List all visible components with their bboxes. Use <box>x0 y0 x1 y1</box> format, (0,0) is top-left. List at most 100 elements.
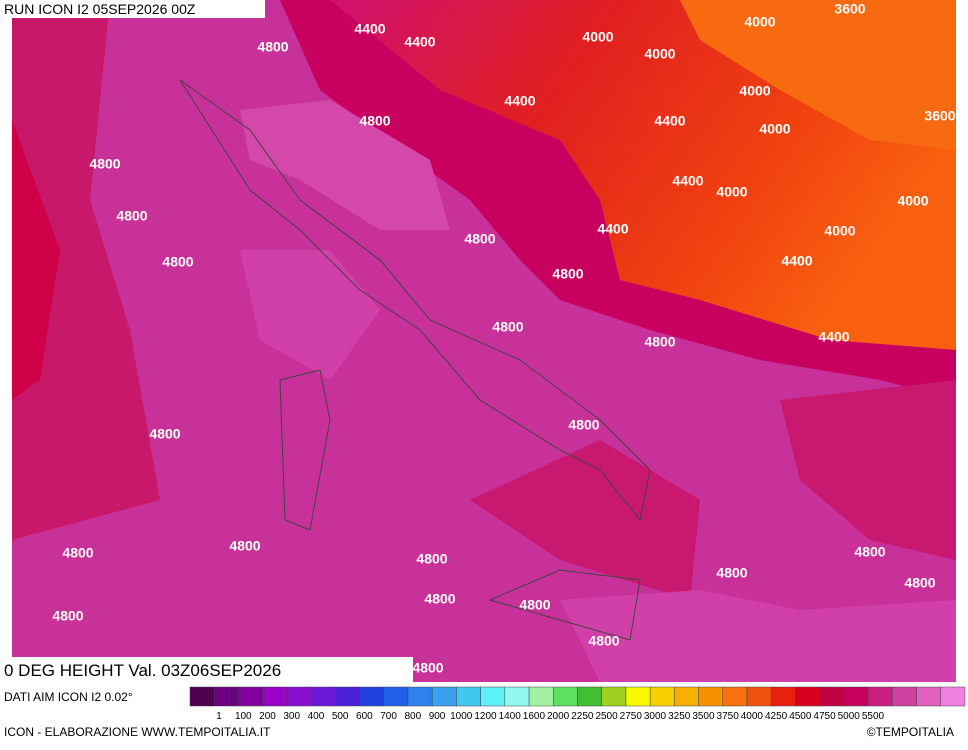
legend-swatch <box>456 686 481 707</box>
legend-swatch <box>504 686 530 707</box>
contour-labels: 4400 4400 4400 4400 4400 4400 4400 4400 4000 4000… <box>52 1 955 676</box>
legend-label: 2750 <box>620 711 643 722</box>
contour-label: 3600 <box>924 108 955 124</box>
contour-label: 4000 <box>759 121 790 137</box>
legend-swatch <box>795 686 820 707</box>
legend-swatch <box>431 686 457 707</box>
color-legend: 1 100 200 300 400 500 600 700 800 900 1000 1200 1400… <box>189 686 966 722</box>
field-west-core <box>12 120 60 400</box>
contour-label: 4400 <box>672 173 703 189</box>
legend-swatch <box>310 686 336 707</box>
brand-label: ©TEMPOITALIA <box>867 725 954 739</box>
legend-label: 1400 <box>499 711 522 722</box>
contour-label: 4800 <box>588 633 619 649</box>
contour-label: 4000 <box>739 83 770 99</box>
contour-label: 4400 <box>781 253 812 269</box>
legend-label: 500 <box>332 711 349 722</box>
legend-label: 3500 <box>692 711 715 722</box>
legend-swatch <box>213 686 239 707</box>
title-box <box>0 657 413 683</box>
legend-swatch <box>674 686 699 707</box>
legend-label: 900 <box>429 711 446 722</box>
legend-label: 3750 <box>717 711 740 722</box>
legend-label: 5500 <box>862 711 885 722</box>
contour-label: 4000 <box>644 46 675 62</box>
legend-swatch <box>746 686 772 707</box>
legend-label: 4250 <box>765 711 788 722</box>
header-box <box>0 0 265 18</box>
legend-swatch <box>722 686 748 707</box>
legend-label: 200 <box>259 711 276 722</box>
contour-label: 4800 <box>568 417 599 433</box>
field-light-center <box>240 250 380 380</box>
legend-label: 5000 <box>838 711 861 722</box>
legend-label: 2250 <box>571 711 594 722</box>
field-southeast <box>780 380 956 560</box>
field-east-orange <box>680 0 956 150</box>
field-light-south <box>560 590 956 682</box>
contour-label: 4800 <box>552 266 583 282</box>
legend-swatch <box>819 686 845 707</box>
legend-swatch <box>528 686 554 707</box>
contour-label: 4000 <box>716 184 747 200</box>
legend-swatch <box>625 686 651 707</box>
field-west <box>12 0 160 540</box>
contour-label: 4400 <box>654 113 685 129</box>
contour-label: 4800 <box>904 575 935 591</box>
legend-swatch <box>262 686 288 707</box>
contour-label: 4800 <box>492 319 523 335</box>
contour-label: 4800 <box>464 231 495 247</box>
field-south <box>470 440 700 600</box>
source-label: DATI AIM ICON I2 0.02° <box>4 690 133 704</box>
contour-label: 4800 <box>162 254 193 270</box>
contour-label: 4800 <box>149 426 180 442</box>
legend-swatch <box>238 686 263 707</box>
legend-label: 1200 <box>474 711 497 722</box>
contour-label: 4800 <box>52 608 83 624</box>
legend-swatch <box>843 686 869 707</box>
legend-swatch <box>867 686 893 707</box>
contour-label: 4800 <box>416 551 447 567</box>
credit-label: ICON - ELABORAZIONE WWW.TEMPOITALIA.IT <box>4 725 271 739</box>
legend-swatch <box>480 686 506 707</box>
contour-label: 4800 <box>519 597 550 613</box>
legend-swatch <box>577 686 602 707</box>
legend-swatch <box>771 686 796 707</box>
coastline-italy <box>179 79 651 522</box>
legend-label: 400 <box>308 711 325 722</box>
contour-label: 4800 <box>854 544 885 560</box>
legend-label: 700 <box>380 711 397 722</box>
legend-label: 100 <box>235 711 252 722</box>
legend-swatch <box>553 686 578 707</box>
legend-swatch <box>601 686 627 707</box>
contour-label: 4800 <box>412 660 443 676</box>
legend-label: 300 <box>283 711 300 722</box>
legend-label: 4750 <box>813 711 836 722</box>
contour-label: 4800 <box>359 113 390 129</box>
legend-label: 4500 <box>789 711 812 722</box>
legend-label: 2500 <box>595 711 618 722</box>
legend-swatch <box>383 686 409 707</box>
legend-label: 800 <box>404 711 421 722</box>
legend-label: 1 <box>216 711 222 722</box>
contour-label: 4800 <box>716 565 747 581</box>
legend-swatch <box>916 686 942 707</box>
legend-swatch <box>335 686 360 707</box>
contour-label: 4000 <box>824 223 855 239</box>
contour-label: 4800 <box>424 591 455 607</box>
coastline-sicily <box>488 569 641 641</box>
legend-label: 1600 <box>523 711 546 722</box>
contour-label: 4400 <box>504 93 535 109</box>
contour-label: 4400 <box>818 329 849 345</box>
legend-swatch <box>940 686 966 707</box>
legend-label: 4000 <box>741 711 764 722</box>
field-light-north <box>240 100 450 230</box>
contour-label: 4800 <box>116 208 147 224</box>
contour-label: 4000 <box>744 14 775 30</box>
legend-label: 3250 <box>668 711 691 722</box>
contour-label: 4400 <box>597 221 628 237</box>
legend-label: 1000 <box>450 711 473 722</box>
legend-swatch <box>892 686 917 707</box>
